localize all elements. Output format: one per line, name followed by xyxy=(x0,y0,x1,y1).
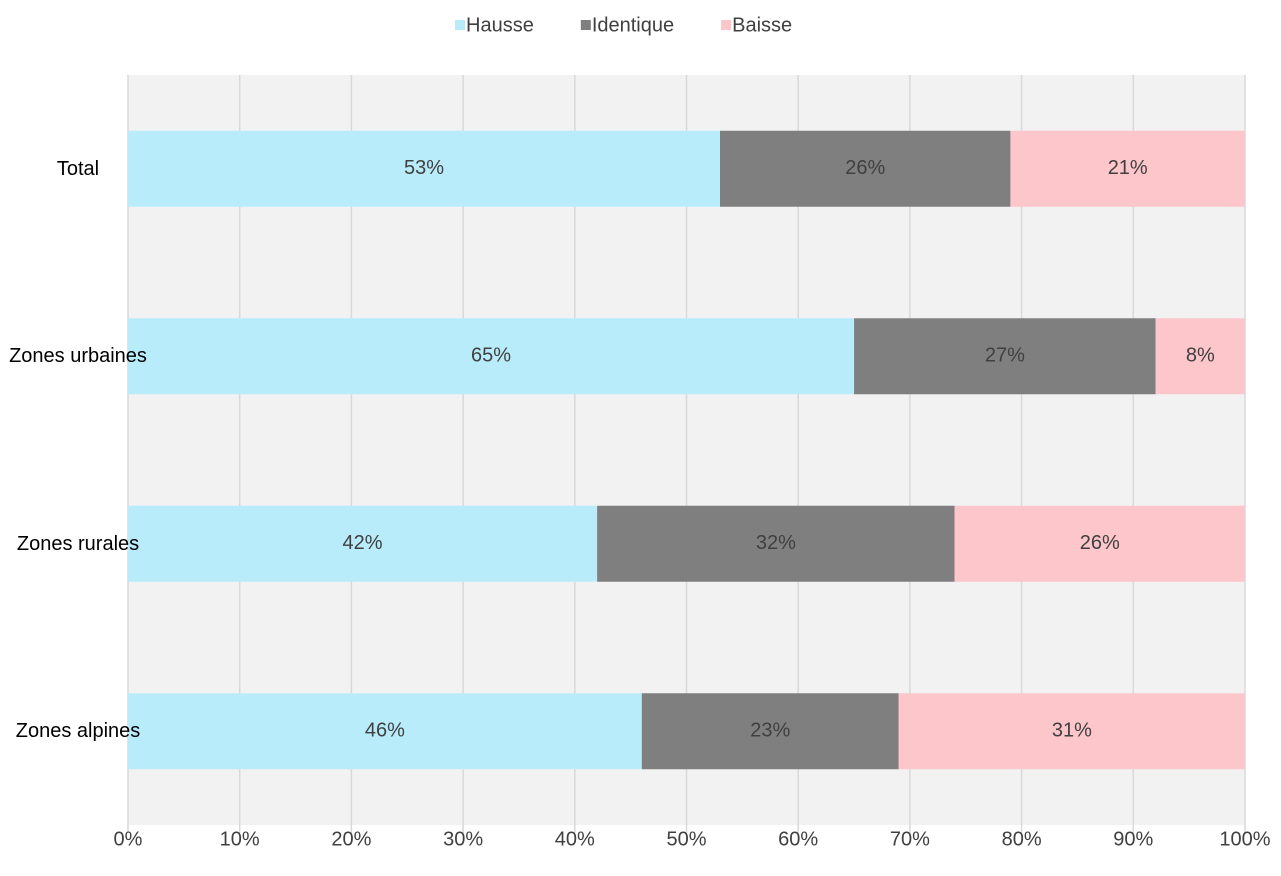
data-label: 27% xyxy=(985,345,1025,367)
x-tick-label: 60% xyxy=(778,828,818,850)
x-tick-label: 80% xyxy=(1002,828,1042,850)
legend-label: Baisse xyxy=(732,14,792,36)
data-label: 26% xyxy=(845,157,885,179)
bar-segment xyxy=(597,505,955,582)
bar-segment xyxy=(1010,130,1245,207)
x-tick-label: 40% xyxy=(555,828,595,850)
data-label: 65% xyxy=(471,345,511,367)
x-tick-label: 70% xyxy=(890,828,930,850)
category-label: Total xyxy=(56,157,100,180)
bar-segment xyxy=(128,693,642,770)
x-tick-label: 100% xyxy=(1219,828,1270,850)
data-label: 53% xyxy=(404,157,444,179)
x-tick-label: 0% xyxy=(114,828,143,850)
data-label: 31% xyxy=(1052,720,1092,742)
bar-segment xyxy=(128,505,598,582)
legend-swatch xyxy=(721,20,732,30)
category-label: Zones alpines xyxy=(15,720,141,743)
legend-label: Identique xyxy=(592,14,674,36)
bar-segment xyxy=(898,693,1245,770)
data-label: 8% xyxy=(1186,345,1215,367)
legend-swatch xyxy=(580,20,591,30)
legend-swatch xyxy=(455,20,465,30)
x-tick-label: 10% xyxy=(220,828,260,850)
bar-segment xyxy=(1155,318,1245,395)
x-tick-label: 30% xyxy=(443,828,483,850)
bar-segment xyxy=(720,130,1011,207)
x-tick-label: 90% xyxy=(1113,828,1153,850)
data-label: 42% xyxy=(343,532,383,554)
x-tick-label: 50% xyxy=(666,828,706,850)
bar-segment xyxy=(128,318,855,395)
data-label: 32% xyxy=(756,532,796,554)
category-label: Zones urbaines xyxy=(9,345,147,368)
bar-segment xyxy=(854,318,1156,395)
bar-segment xyxy=(954,505,1245,582)
category-label: Zones rurales xyxy=(16,532,140,555)
data-label: 21% xyxy=(1108,157,1148,179)
data-label: 26% xyxy=(1080,532,1120,554)
legend-label: Hausse xyxy=(466,14,534,36)
x-tick-label: 20% xyxy=(331,828,371,850)
data-label: 46% xyxy=(365,720,405,742)
data-label: 23% xyxy=(750,720,790,742)
bar-segment xyxy=(641,693,899,770)
bar-segment xyxy=(128,130,721,207)
